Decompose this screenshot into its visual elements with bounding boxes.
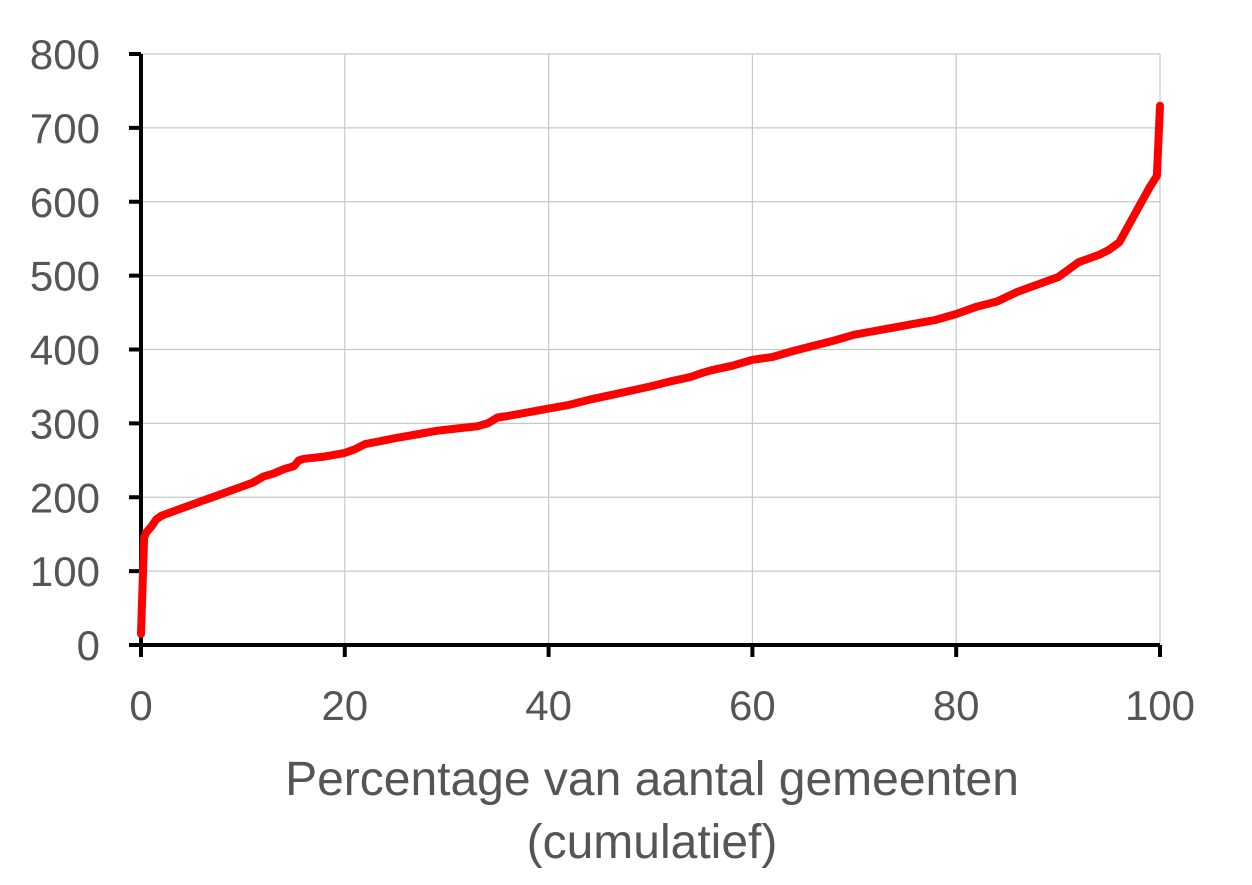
x-tick-label: 100 [1125, 682, 1195, 729]
y-tick-label: 700 [30, 105, 100, 152]
x-tick-label: 80 [933, 682, 980, 729]
x-axis-title: Percentage van aantal gemeenten [285, 753, 1019, 806]
y-tick-label: 100 [30, 548, 100, 595]
series-line [137, 101, 1164, 638]
series-layer [137, 101, 1164, 638]
y-tick-label: 500 [30, 253, 100, 300]
y-tick-labels: 0 100 200 300 400 500 600 700 800 [30, 31, 100, 669]
y-tick-label: 600 [30, 179, 100, 226]
y-tick-label: 800 [30, 31, 100, 78]
x-tick-label: 40 [525, 682, 572, 729]
grid-lines [141, 53, 1161, 645]
y-tick-label: 300 [30, 400, 100, 447]
x-tick-label: 60 [729, 682, 776, 729]
y-tick-label: 200 [30, 474, 100, 521]
x-tick-label: 20 [321, 682, 368, 729]
x-tick-labels: 0 20 40 60 80 100 [129, 682, 1195, 729]
x-axis-title-line2: (cumulatief) [527, 816, 778, 869]
tick-marks [129, 52, 1162, 657]
y-tick-label: 400 [30, 327, 100, 374]
y-tick-label: 0 [77, 622, 100, 669]
x-tick-label: 0 [129, 682, 152, 729]
